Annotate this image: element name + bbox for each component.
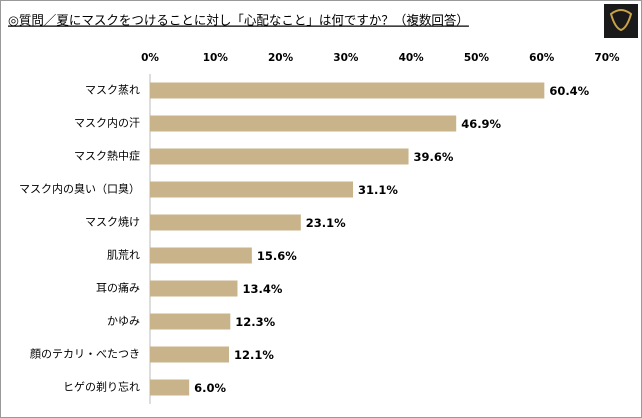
x-tick-label: 0% — [141, 52, 159, 64]
x-tick-label: 50% — [464, 52, 490, 64]
value-label: 6.0% — [194, 381, 226, 395]
y-tick-label: かゆみ — [107, 315, 140, 328]
y-tick-label: 耳の痛み — [96, 281, 140, 295]
logo-icon — [609, 9, 633, 32]
x-tick-label: 70% — [594, 52, 620, 64]
value-label: 39.6% — [414, 150, 454, 164]
x-tick-label: 40% — [399, 52, 425, 64]
bar — [150, 181, 354, 198]
value-label: 46.9% — [461, 117, 501, 131]
value-label: 12.1% — [234, 348, 274, 362]
y-tick-label: 肌荒れ — [107, 249, 140, 262]
value-label: 12.3% — [235, 315, 275, 329]
bar — [150, 280, 238, 297]
chart-title: ◎質問／夏にマスクをつけることに対し「心配なこと」は何ですか？（複数回答） — [8, 13, 469, 28]
bar — [150, 148, 409, 165]
value-label: 15.6% — [257, 249, 297, 263]
value-label: 60.4% — [549, 84, 589, 98]
y-tick-label: ヒゲの剃り忘れ — [63, 380, 140, 394]
bar — [150, 247, 252, 264]
x-tick-label: 20% — [268, 52, 294, 64]
value-label: 13.4% — [242, 282, 282, 296]
bar — [150, 82, 545, 99]
bar — [150, 379, 190, 396]
bar — [150, 115, 457, 132]
bar — [150, 346, 229, 363]
y-tick-label: 顔のテカリ・べたつき — [30, 347, 140, 361]
x-tick-label: 30% — [333, 52, 359, 64]
bar — [150, 214, 301, 231]
x-tick-label: 60% — [529, 52, 555, 64]
value-label: 31.1% — [358, 183, 398, 197]
y-tick-label: マスク内の汗 — [74, 116, 140, 130]
y-tick-label: マスク熱中症 — [74, 149, 140, 163]
x-tick-label: 10% — [203, 52, 229, 64]
y-tick-label: マスク焼け — [85, 216, 140, 229]
bar — [150, 313, 231, 330]
value-label: 23.1% — [306, 216, 346, 230]
y-tick-label: マスク蒸れ — [85, 84, 140, 97]
y-tick-label: マスク内の臭い（口臭） — [19, 182, 140, 196]
